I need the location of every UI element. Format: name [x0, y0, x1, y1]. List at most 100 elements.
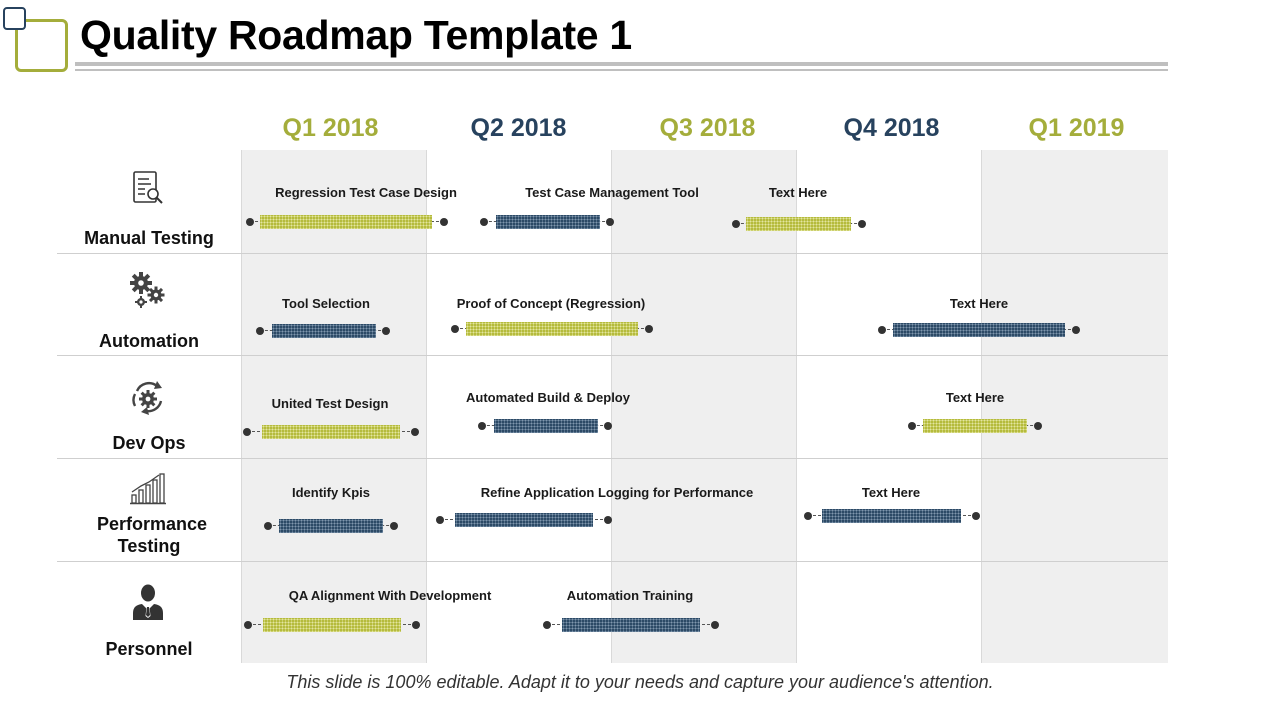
task-start-dot	[908, 422, 916, 430]
task-end-dot	[972, 512, 980, 520]
task-label: Automated Build & Deploy	[466, 390, 630, 405]
task-end-dot	[1072, 326, 1080, 334]
category-label-automation: Automation	[99, 331, 199, 351]
task-label: Automation Training	[566, 588, 694, 603]
task-bar-fill	[466, 322, 638, 336]
task-bar[interactable]	[908, 419, 1042, 433]
task-start-dot	[256, 327, 264, 335]
task-end-dot	[645, 325, 653, 333]
task-bar-fill	[496, 215, 600, 229]
task-label: Text Here	[945, 390, 1005, 405]
footer-note: This slide is 100% editable. Adapt it to…	[286, 672, 994, 692]
document-search-icon	[129, 169, 167, 207]
task-start-dot	[243, 428, 251, 436]
task-start-dot	[244, 621, 252, 629]
column-shade-q1-2019	[981, 150, 1168, 663]
task-label: Refine Application Logging for Performan…	[480, 485, 754, 500]
task-label: Proof of Concept (Regression)	[456, 296, 646, 311]
task-bar[interactable]	[732, 217, 866, 231]
task-start-dot	[451, 325, 459, 333]
row-divider	[57, 458, 1168, 459]
column-shade-q1-2018	[241, 150, 426, 663]
task-bar-fill	[923, 419, 1027, 433]
task-start-dot	[878, 326, 886, 334]
column-divider	[981, 150, 982, 663]
gears-icon	[129, 271, 167, 309]
category-label-dev-ops: Dev Ops	[112, 433, 186, 453]
column-divider	[611, 150, 612, 663]
category-label-performance-testing: Performance Testing	[97, 514, 208, 556]
task-bar[interactable]	[264, 519, 398, 533]
task-end-dot	[858, 220, 866, 228]
task-bar-fill	[263, 618, 401, 632]
task-label: Tool Selection	[282, 296, 370, 311]
column-divider	[796, 150, 797, 663]
task-end-dot	[382, 327, 390, 335]
row-divider	[57, 561, 1168, 562]
task-bar[interactable]	[878, 323, 1080, 337]
task-start-dot	[436, 516, 444, 524]
task-bar[interactable]	[246, 215, 448, 229]
column-shade-q3-2018	[611, 150, 796, 663]
task-bar[interactable]	[243, 425, 419, 439]
task-start-dot	[804, 512, 812, 520]
task-bar[interactable]	[256, 324, 390, 338]
row-divider	[57, 253, 1168, 254]
task-bar-fill	[272, 324, 376, 338]
category-label-personnel: Personnel	[105, 639, 193, 659]
task-end-dot	[1034, 422, 1042, 430]
task-bar[interactable]	[804, 509, 980, 523]
cycle-gear-icon	[129, 379, 167, 417]
task-label: Identify Kpis	[291, 485, 371, 500]
task-label: United Test Design	[271, 396, 389, 411]
task-bar-fill	[279, 519, 383, 533]
task-label: Regression Test Case Design	[275, 185, 457, 200]
task-end-dot	[606, 218, 614, 226]
task-start-dot	[480, 218, 488, 226]
title-rule-thin	[75, 69, 1168, 71]
task-label: Text Here	[861, 485, 921, 500]
quarter-header-q2-2018: Q2 2018	[470, 114, 567, 142]
task-start-dot	[543, 621, 551, 629]
task-label: QA Alignment With Development	[288, 588, 492, 603]
task-end-dot	[711, 621, 719, 629]
task-start-dot	[264, 522, 272, 530]
task-label: Text Here	[768, 185, 828, 200]
task-end-dot	[604, 516, 612, 524]
task-bar-fill	[893, 323, 1065, 337]
task-start-dot	[246, 218, 254, 226]
row-divider	[57, 355, 1168, 356]
task-bar-fill	[260, 215, 432, 229]
task-bar-fill	[746, 217, 851, 231]
quarter-header-q4-2018: Q4 2018	[843, 114, 940, 142]
task-label: Text Here	[949, 296, 1009, 311]
task-end-dot	[440, 218, 448, 226]
quarter-header-q1-2018: Q1 2018	[282, 114, 379, 142]
task-bar[interactable]	[480, 215, 614, 229]
task-label: Test Case Management Tool	[525, 185, 699, 200]
page-title: Quality Roadmap Template 1	[80, 12, 632, 58]
task-bar-fill	[262, 425, 400, 439]
task-bar[interactable]	[543, 618, 719, 632]
task-start-dot	[732, 220, 740, 228]
task-end-dot	[412, 621, 420, 629]
bar-growth-icon	[129, 470, 167, 508]
decor-square-navy	[3, 7, 26, 30]
task-end-dot	[390, 522, 398, 530]
category-label-manual-testing: Manual Testing	[84, 228, 214, 248]
task-start-dot	[478, 422, 486, 430]
task-bar-fill	[822, 509, 961, 523]
decor-square-green	[15, 19, 68, 72]
person-icon	[129, 583, 167, 621]
quarter-header-q1-2019: Q1 2019	[1028, 114, 1125, 142]
task-bar[interactable]	[244, 618, 420, 632]
task-end-dot	[411, 428, 419, 436]
column-divider	[426, 150, 427, 663]
task-bar-fill	[562, 618, 700, 632]
task-end-dot	[604, 422, 612, 430]
quarter-header-q3-2018: Q3 2018	[659, 114, 756, 142]
task-bar[interactable]	[451, 322, 653, 336]
task-bar[interactable]	[478, 419, 612, 433]
task-bar[interactable]	[436, 513, 612, 527]
column-divider	[241, 150, 242, 663]
